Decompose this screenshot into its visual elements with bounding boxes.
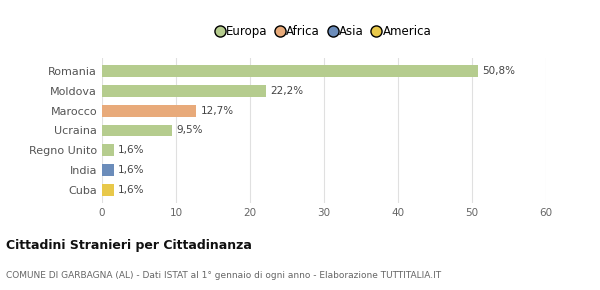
Text: 9,5%: 9,5% xyxy=(177,126,203,135)
Text: Cittadini Stranieri per Cittadinanza: Cittadini Stranieri per Cittadinanza xyxy=(6,240,252,252)
Text: 50,8%: 50,8% xyxy=(482,66,515,76)
Text: COMUNE DI GARBAGNA (AL) - Dati ISTAT al 1° gennaio di ogni anno - Elaborazione T: COMUNE DI GARBAGNA (AL) - Dati ISTAT al … xyxy=(6,271,441,280)
Legend: Europa, Africa, Asia, America: Europa, Africa, Asia, America xyxy=(212,20,436,43)
Text: 1,6%: 1,6% xyxy=(118,165,145,175)
Bar xyxy=(102,85,266,97)
Bar xyxy=(102,65,478,77)
Bar xyxy=(102,104,196,117)
Text: 12,7%: 12,7% xyxy=(200,106,233,115)
Text: 1,6%: 1,6% xyxy=(118,185,145,195)
Bar xyxy=(102,124,172,137)
Text: 22,2%: 22,2% xyxy=(271,86,304,96)
Text: 1,6%: 1,6% xyxy=(118,146,145,155)
Bar xyxy=(102,184,114,196)
Bar xyxy=(102,164,114,176)
Bar xyxy=(102,144,114,157)
